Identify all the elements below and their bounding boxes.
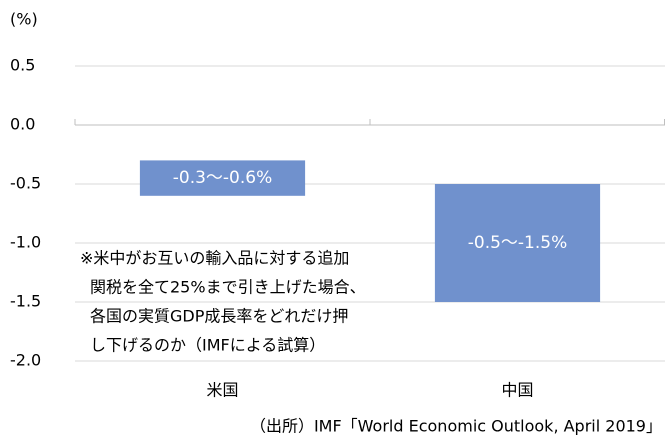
source: （出所）IMF「World Economic Outlook, April 20… xyxy=(250,417,662,436)
y-tick-label: -2.0 xyxy=(10,351,41,370)
bar xyxy=(434,184,601,302)
annotation: ※米中がお互いの輸入品に対する追加 xyxy=(80,249,349,268)
bar xyxy=(139,160,306,196)
annotation: 各国の実質GDP成長率をどれだけ押 xyxy=(90,307,348,326)
unit-label: (%) xyxy=(10,10,38,29)
annotation: 関税を全て25%まで引き上げた場合、 xyxy=(90,278,366,297)
y-tick-label: 0.5 xyxy=(10,56,35,75)
x-tick-label: 中国 xyxy=(501,381,533,400)
x-tick-label: 米国 xyxy=(206,381,238,400)
y-tick-label: -1.0 xyxy=(10,233,41,252)
y-tick-label: -0.5 xyxy=(10,174,41,193)
y-tick-label: 0.0 xyxy=(10,115,35,134)
bar-label: -0.5〜-1.5% xyxy=(468,233,568,253)
annotation: し下げるのか（IMFによる試算） xyxy=(90,336,325,355)
bar-label: -0.3〜-0.6% xyxy=(173,168,273,188)
y-tick-label: -1.5 xyxy=(10,292,41,311)
